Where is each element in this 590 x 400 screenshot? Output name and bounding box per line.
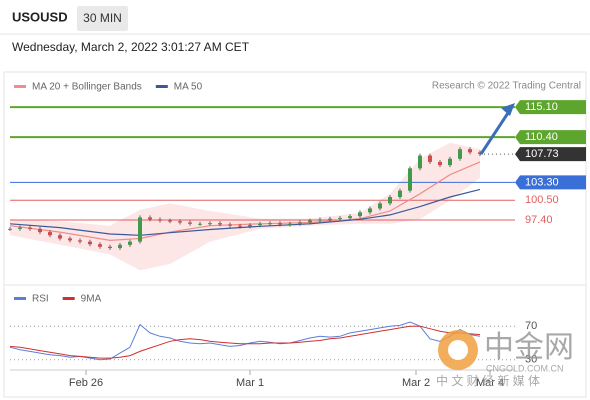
legend-swatch <box>155 85 168 88</box>
candle <box>238 225 242 227</box>
interval-button[interactable] <box>77 6 128 31</box>
candle <box>278 223 282 225</box>
watermark-site: CNGOLD.COM.CN <box>486 363 564 373</box>
candle <box>388 197 392 204</box>
candle <box>228 224 232 226</box>
candle <box>428 155 432 162</box>
watermark: 中金网 CNGOLD.COM.CN 中 文 财 经 新 媒 体 <box>436 330 574 388</box>
x-tick-label: Mar 4 <box>476 377 504 389</box>
level-label: 107.73 <box>525 148 559 160</box>
level-tag <box>515 175 586 190</box>
forecast-arrow <box>479 112 510 155</box>
price-panel: MA 20 + Bollinger Bands MA 50 115.10 110.40… <box>8 82 586 271</box>
candle <box>458 149 462 159</box>
level-label: 97.40 <box>525 214 553 226</box>
candle <box>38 228 42 233</box>
level-label: 115.10 <box>525 101 558 113</box>
candle <box>368 208 372 213</box>
candle <box>168 220 172 222</box>
legend-swatch <box>14 297 26 300</box>
candle <box>408 168 412 191</box>
candle <box>258 223 262 226</box>
watermark-slogan: 中 文 财 经 新 媒 体 <box>436 373 540 388</box>
candle <box>158 219 162 221</box>
legend-label: MA 50 <box>174 82 203 93</box>
candle <box>68 238 72 241</box>
candle <box>88 241 92 245</box>
candle <box>198 223 202 225</box>
candle <box>448 158 452 166</box>
candle <box>218 223 222 225</box>
legend-swatch <box>14 85 26 88</box>
candle <box>28 227 32 229</box>
candle <box>208 223 212 225</box>
x-tick-label: Mar 1 <box>236 377 264 389</box>
level-tag <box>515 130 586 145</box>
candle <box>248 225 252 227</box>
candle <box>98 244 102 247</box>
forecast-arrowhead <box>501 103 515 116</box>
legend-swatch <box>62 297 75 300</box>
level-label: 100.50 <box>525 194 559 206</box>
candle <box>108 246 112 249</box>
level-tag <box>515 100 586 115</box>
candle <box>468 149 472 153</box>
candle <box>78 240 82 242</box>
x-tick-label: Mar 2 <box>402 377 430 389</box>
datetime: Wednesday, March 2, 2022 3:01:27 AM CET <box>12 40 250 54</box>
y-tick-label: 70 <box>525 320 537 332</box>
candle <box>138 217 142 242</box>
level-tag <box>515 147 586 162</box>
watermark-name: 中金网 <box>484 331 574 364</box>
candle <box>298 222 302 224</box>
candle <box>118 244 122 249</box>
candle <box>348 216 352 219</box>
level-label: 110.40 <box>525 131 558 143</box>
rsi-panel: RSI 9MA 30 70 Feb 26 Mar 1 Mar 2 Mar 4 <box>9 294 537 389</box>
candle <box>148 217 152 220</box>
chart-frame <box>3 71 587 398</box>
candle <box>18 227 22 229</box>
candle <box>58 235 62 239</box>
candle <box>178 221 182 223</box>
candle <box>188 222 192 224</box>
credit: Research © 2022 Trading Central <box>432 81 581 92</box>
candle <box>438 161 442 166</box>
y-tick-label: 30 <box>525 354 537 366</box>
candle <box>48 232 52 236</box>
candle <box>358 212 362 217</box>
candle <box>128 241 132 245</box>
watermark-logo-inner <box>448 340 468 360</box>
legend-label: MA 20 + Bollinger Bands <box>32 82 142 93</box>
candle <box>8 228 12 230</box>
candle <box>308 220 312 223</box>
legend-label: RSI <box>32 294 49 305</box>
candle <box>418 155 422 169</box>
x-tick-label: Feb 26 <box>69 377 103 389</box>
candle <box>318 219 322 221</box>
candle <box>328 218 332 220</box>
candle <box>338 218 342 220</box>
level-label: 103.30 <box>525 176 559 188</box>
candle <box>288 223 292 225</box>
rsi-line <box>9 325 481 359</box>
legend-label: 9MA <box>81 294 102 305</box>
interval-label[interactable]: 30 MIN <box>83 11 122 25</box>
candle <box>268 223 272 225</box>
candle <box>378 203 382 209</box>
symbol: USOUSD <box>12 9 68 24</box>
bollinger-band <box>10 142 480 271</box>
candle <box>398 190 402 198</box>
